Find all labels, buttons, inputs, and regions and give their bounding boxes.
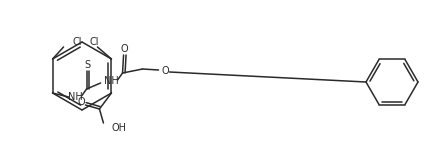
Text: Cl: Cl [72,37,82,47]
Text: S: S [85,60,91,70]
Text: Cl: Cl [89,37,99,47]
Text: O: O [78,97,85,107]
Text: NH: NH [104,76,119,86]
Text: OH: OH [112,123,126,133]
Text: O: O [162,66,169,76]
Text: NH: NH [68,92,83,102]
Text: O: O [121,44,128,54]
